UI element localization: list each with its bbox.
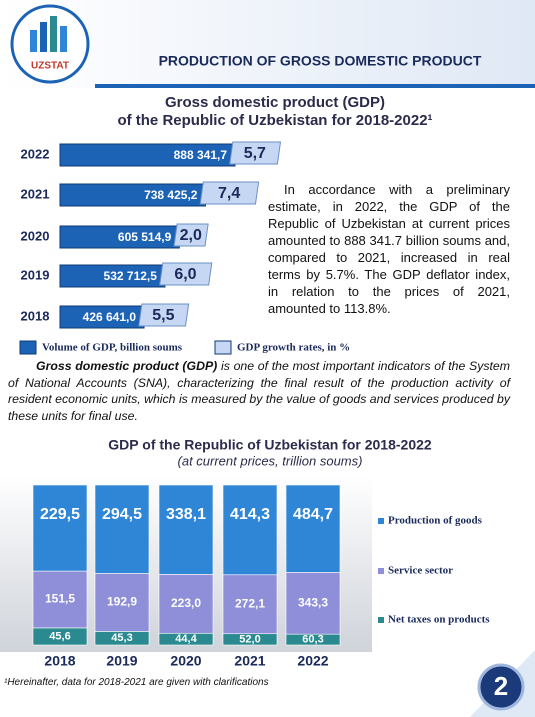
legend-swatch	[378, 518, 384, 524]
stack-segment	[94, 573, 150, 632]
legend-label: GDP growth rates, in %	[237, 342, 350, 354]
value-label: 7,4	[218, 185, 240, 202]
page-number-badge	[477, 663, 525, 711]
chart-title: GDP of the Republic of Uzbekistan for 20…	[108, 437, 432, 453]
chart-title: of the Republic of Uzbekistan for 2018-2…	[117, 112, 432, 129]
paragraph: In accordance with a preliminary estimat…	[268, 182, 510, 316]
value-label: 45,3	[111, 632, 132, 644]
logo-icon	[50, 16, 57, 52]
definition-term: Gross domestic product (GDP)	[36, 359, 218, 373]
value-label: 272,1	[235, 596, 265, 610]
stack-segment	[285, 484, 341, 573]
logo-text: UZSTAT	[31, 61, 69, 72]
definition-text: is one of the most important indicators …	[8, 359, 510, 423]
logo-icon	[30, 30, 37, 52]
y-tick-label: 2021	[21, 186, 50, 201]
x-tick-label: 2020	[170, 653, 201, 669]
x-tick-label: 2018	[44, 653, 75, 669]
value-label: 5,5	[152, 307, 174, 324]
value-label: 484,7	[293, 506, 333, 523]
value-label: 6,0	[174, 266, 196, 283]
page-number: 2	[494, 671, 508, 701]
header-title: PRODUCTION OF GROSS DOMESTIC PRODUCT	[159, 53, 482, 69]
x-tick-label: 2021	[234, 653, 265, 669]
stack-segment	[222, 484, 278, 576]
legend-swatch	[378, 568, 384, 574]
value-label: 414,3	[230, 506, 270, 523]
y-tick-label: 2022	[21, 146, 50, 161]
definition: Gross domestic product (GDP) is one of t…	[8, 358, 510, 424]
value-label: 223,0	[171, 596, 201, 610]
value-label: 44,4	[175, 633, 197, 645]
value-label: 151,5	[45, 592, 75, 606]
y-tick-label: 2018	[21, 308, 50, 323]
y-tick-label: 2020	[21, 228, 50, 243]
logo-icon	[40, 22, 47, 52]
value-label: 60,3	[302, 633, 323, 645]
footnote: ¹Hereinafter, data for 2018-2021 are giv…	[4, 677, 269, 688]
growth-box	[138, 303, 190, 327]
value-label: 5,7	[244, 145, 266, 162]
y-tick-label: 2019	[21, 267, 50, 282]
legend-label: Volume of GDP, billion soums	[42, 342, 183, 354]
stack-segment	[32, 570, 88, 629]
stack-segment	[94, 484, 150, 574]
value-label: 343,3	[298, 595, 328, 609]
legend-swatch	[19, 340, 37, 355]
value-label: 192,9	[107, 595, 137, 609]
value-label: 605 514,9	[118, 230, 172, 244]
legend-label: Service sector	[388, 565, 453, 577]
value-label: 45,6	[49, 630, 70, 642]
growth-box	[173, 223, 209, 247]
growth-box	[229, 141, 282, 165]
legend-label: Production of goods	[388, 515, 483, 527]
value-label: 532 712,5	[104, 269, 158, 283]
value-label: 2,0	[180, 227, 202, 244]
stack-segment	[158, 484, 214, 575]
stack-segment	[222, 574, 278, 635]
legend-swatch	[378, 617, 384, 623]
legend-label: Net taxes on products	[388, 614, 490, 626]
value-label: 888 341,7	[174, 148, 228, 162]
logo-icon	[60, 26, 67, 52]
value-label: 738 425,2	[144, 188, 198, 202]
growth-box	[159, 262, 213, 286]
value-label: 52,0	[239, 633, 260, 645]
value-label: 426 641,0	[83, 310, 137, 324]
x-tick-label: 2022	[297, 653, 328, 669]
header-rule	[95, 84, 535, 88]
chart-subtitle: (at current prices, trillion soums)	[178, 453, 363, 468]
growth-box	[199, 181, 260, 205]
stack-segment	[285, 572, 341, 635]
value-label: 229,5	[40, 506, 80, 523]
legend-swatch	[214, 340, 232, 355]
x-tick-label: 2019	[106, 653, 137, 669]
value-label: 338,1	[166, 506, 206, 523]
chart-title: Gross domestic product (GDP)	[165, 94, 385, 111]
stack-segment	[32, 484, 88, 572]
value-label: 294,5	[102, 506, 142, 523]
stack-segment	[158, 574, 214, 634]
